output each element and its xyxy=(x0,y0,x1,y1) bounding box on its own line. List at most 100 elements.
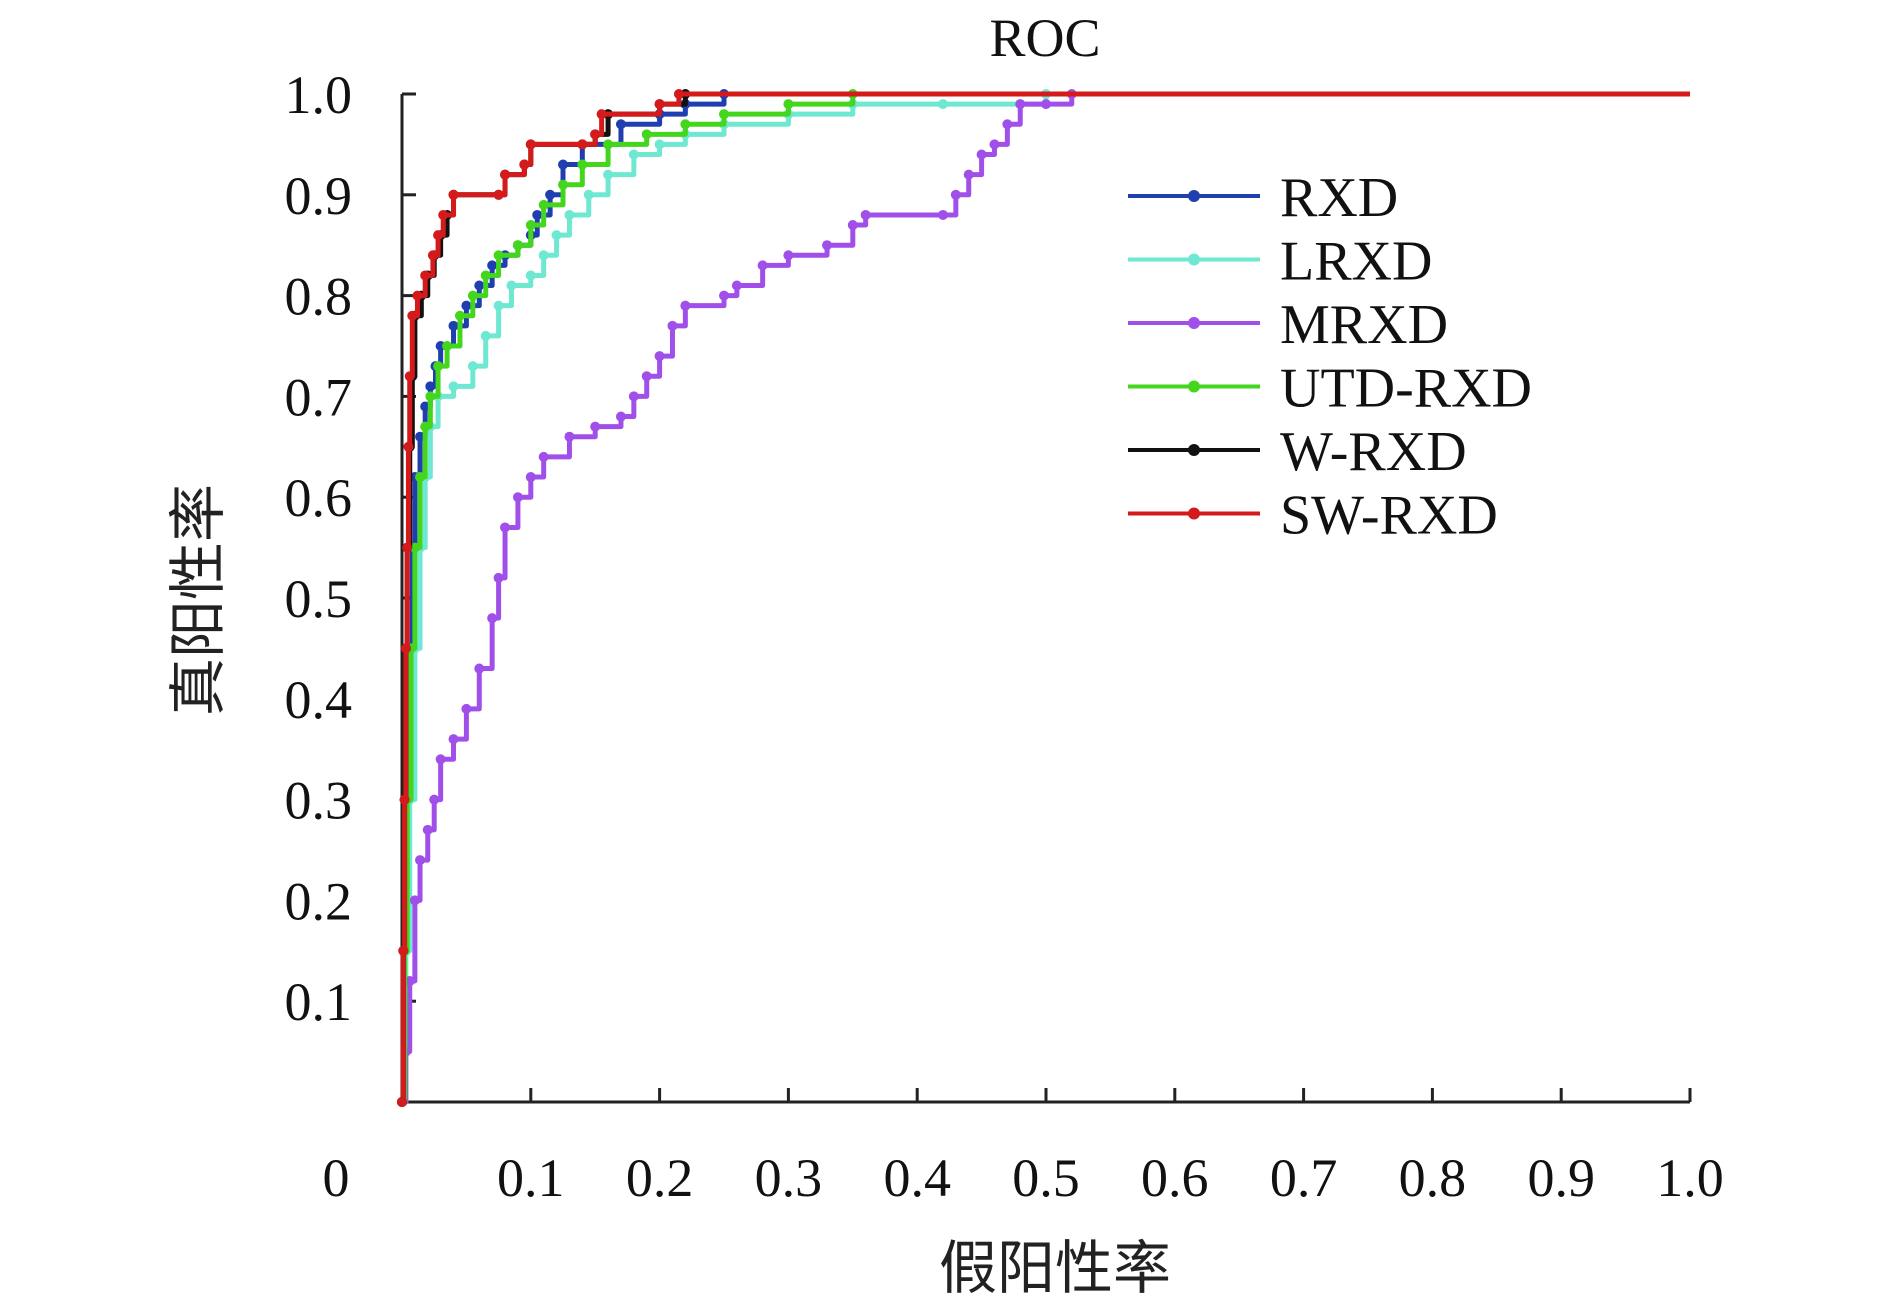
data-point xyxy=(564,431,575,442)
data-point xyxy=(493,572,504,583)
x-axis-label: 假阳性率 xyxy=(939,1234,1171,1302)
data-point xyxy=(474,663,485,674)
data-point xyxy=(438,209,449,220)
legend-label: SW-RXD xyxy=(1280,485,1498,547)
data-point xyxy=(461,300,472,311)
series-line xyxy=(402,91,1690,1105)
series-line xyxy=(400,91,1690,1105)
data-point xyxy=(847,220,858,231)
data-point xyxy=(583,189,594,200)
series-mrxd xyxy=(397,89,1690,1107)
data-point xyxy=(487,260,498,271)
series-layer xyxy=(397,89,1690,1107)
data-point xyxy=(420,401,431,412)
data-point xyxy=(435,754,446,765)
data-point xyxy=(628,149,639,160)
legend-item: LRXD xyxy=(1128,231,1432,293)
x-tick-label: 0.7 xyxy=(1270,1148,1338,1208)
legend-label: MRXD xyxy=(1280,294,1448,356)
data-point xyxy=(487,613,498,624)
data-point xyxy=(493,300,504,311)
data-point xyxy=(409,895,420,906)
y-tick-label: 1.0 xyxy=(285,65,353,125)
data-point xyxy=(654,99,665,110)
data-point xyxy=(461,703,472,714)
legend-label: W-RXD xyxy=(1280,421,1467,483)
x-tick-label: 0.5 xyxy=(1012,1148,1080,1208)
data-point xyxy=(558,179,568,190)
data-point xyxy=(577,159,588,170)
series-w-rxd xyxy=(397,89,1690,1107)
series-line xyxy=(402,91,1690,1105)
y-tick-label: 0.6 xyxy=(285,468,353,528)
legend-label: UTD-RXD xyxy=(1280,358,1532,420)
y-tick-label: 0.2 xyxy=(285,871,353,931)
x-tick-label: 0.3 xyxy=(755,1148,823,1208)
data-point xyxy=(480,330,491,341)
x-tick-label: 1.0 xyxy=(1656,1148,1724,1208)
data-point xyxy=(448,381,459,392)
data-point xyxy=(519,159,530,170)
data-point xyxy=(1002,119,1013,130)
data-point xyxy=(680,300,691,311)
data-point xyxy=(493,250,504,261)
data-point xyxy=(628,391,639,402)
data-point xyxy=(564,209,575,220)
series-utd-rxd xyxy=(397,89,1690,1107)
data-point xyxy=(397,1097,407,1107)
data-point xyxy=(976,149,987,160)
data-point xyxy=(448,189,459,200)
data-point xyxy=(757,260,768,271)
data-point xyxy=(783,250,794,261)
series-line xyxy=(400,91,1690,1105)
x-tick-label: 0.9 xyxy=(1527,1148,1595,1208)
data-point xyxy=(525,270,536,281)
data-point xyxy=(415,472,426,483)
data-point xyxy=(615,119,626,130)
data-point xyxy=(596,109,607,120)
legend-marker xyxy=(1188,507,1200,520)
data-point xyxy=(603,169,614,180)
data-point xyxy=(506,280,517,291)
data-point xyxy=(404,371,415,382)
legend-label: LRXD xyxy=(1280,231,1432,293)
y-tick-label: 0.3 xyxy=(285,771,353,831)
x-tick-label: 0.6 xyxy=(1141,1148,1209,1208)
data-point xyxy=(409,542,420,553)
series-sw-rxd xyxy=(397,89,1690,1107)
data-point xyxy=(654,139,665,150)
data-point xyxy=(467,290,478,301)
axes xyxy=(400,94,1690,1104)
data-point xyxy=(1015,99,1026,110)
data-point xyxy=(860,209,871,220)
data-point xyxy=(525,139,536,150)
data-point xyxy=(654,351,665,362)
data-point xyxy=(425,391,436,402)
x-tick-label: 0.8 xyxy=(1399,1148,1467,1208)
legend-marker xyxy=(1188,253,1200,266)
data-point xyxy=(731,280,742,291)
data-point xyxy=(454,310,465,321)
data-point xyxy=(420,270,431,281)
data-point xyxy=(427,250,438,261)
y-tick-label: 0.4 xyxy=(285,670,353,730)
y-tick-label: 0.8 xyxy=(285,267,353,327)
data-point xyxy=(532,209,543,220)
data-point xyxy=(412,290,423,301)
data-point xyxy=(680,119,691,130)
data-point xyxy=(719,109,729,120)
data-point xyxy=(667,320,678,331)
data-point xyxy=(641,129,652,140)
data-point xyxy=(538,250,549,261)
legend-item: MRXD xyxy=(1128,294,1448,356)
data-point xyxy=(400,643,411,654)
data-point xyxy=(551,230,562,241)
data-point xyxy=(590,421,601,432)
data-point xyxy=(403,441,414,452)
y-tick-label: 0.5 xyxy=(285,569,353,629)
data-point xyxy=(433,361,444,372)
data-point xyxy=(603,139,614,150)
legend-marker xyxy=(1188,444,1200,456)
data-point xyxy=(525,472,536,483)
